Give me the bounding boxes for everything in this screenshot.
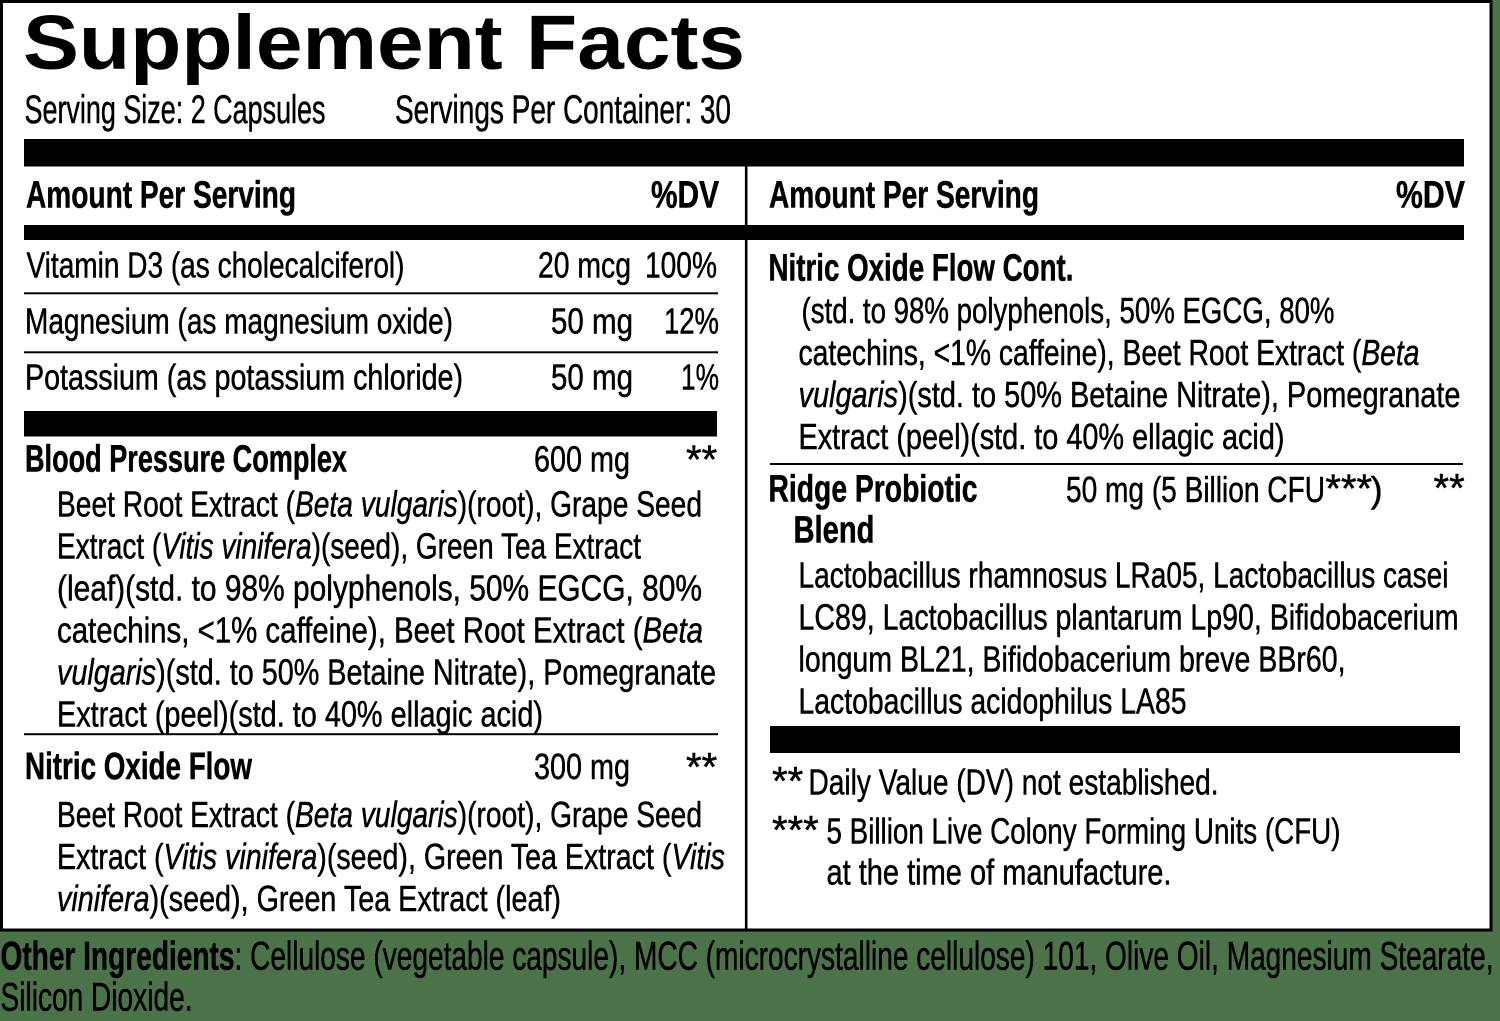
svg-text:**: ** [1434,467,1465,511]
svg-text:Extract (Vitis vinifera)(seed): Extract (Vitis vinifera)(seed), Green Te… [57,526,641,567]
svg-text:Lactobacillus rhamnosus LRa05,: Lactobacillus rhamnosus LRa05, Lactobaci… [799,555,1449,596]
svg-text:600 mg: 600 mg [534,438,630,479]
svg-text:Daily Value (DV) not establish: Daily Value (DV) not established. [809,762,1219,803]
svg-text:Potassium (as potassium chlori: Potassium (as potassium chloride) [25,357,463,398]
svg-text:**: ** [686,438,717,482]
svg-text:catechins, <1% caffeine), Beet: catechins, <1% caffeine), Beet Root Extr… [799,332,1420,373]
svg-text:Extract (peel)(std. to 40% ell: Extract (peel)(std. to 40% ellagic acid) [799,416,1285,457]
svg-text:Silicon Dioxide.: Silicon Dioxide. [1,976,193,1020]
svg-text:Beet Root Extract (Beta vulgar: Beet Root Extract (Beta vulgaris)(root),… [57,794,702,835]
svg-text:Ridge Probiotic: Ridge Probiotic [769,469,978,511]
svg-text:longum BL21, Bifidobacerium br: longum BL21, Bifidobacerium breve BBr60, [799,639,1346,680]
svg-text:(std. to 98% polyphenols, 50%: (std. to 98% polyphenols, 50% EGCG, 80% [802,290,1335,331]
svg-text:20 mcg: 20 mcg [538,244,631,285]
svg-text:Extract (Vitis vinifera)(seed): Extract (Vitis vinifera)(seed), Green Te… [57,836,725,877]
svg-text:(leaf)(std. to 98% polyphenols: (leaf)(std. to 98% polyphenols, 50% EGCG… [57,568,702,609]
svg-text:): ) [1371,469,1383,510]
svg-text:Nitric Oxide Flow Cont.: Nitric Oxide Flow Cont. [769,247,1074,289]
svg-text:**: ** [686,746,717,790]
svg-text:12%: 12% [664,300,719,341]
svg-text:vinifera)(seed), Green Tea Ext: vinifera)(seed), Green Tea Extract (leaf… [57,878,561,919]
svg-text:Amount Per Serving: Amount Per Serving [769,175,1039,217]
svg-text:Amount Per Serving: Amount Per Serving [26,175,296,217]
svg-text:Vitamin D3 (as cholecalciferol: Vitamin D3 (as cholecalciferol) [27,244,405,285]
svg-text:Beet Root Extract (Beta vulgar: Beet Root Extract (Beta vulgaris)(root),… [57,484,702,525]
svg-text:: Cellulose (vegetable capsule: : Cellulose (vegetable capsule), MCC (mi… [235,935,1494,979]
svg-text:Blend: Blend [794,510,875,552]
svg-text:Nitric Oxide Flow: Nitric Oxide Flow [25,746,252,788]
svg-text:300 mg: 300 mg [534,746,630,787]
svg-text:%DV: %DV [1396,175,1466,217]
svg-text:***: *** [1325,467,1372,511]
svg-text:Blood Pressure Complex: Blood Pressure Complex [25,438,347,480]
svg-text:***: *** [772,809,819,853]
svg-text:Magnesium (as magnesium oxide): Magnesium (as magnesium oxide) [25,300,453,341]
svg-text:Supplement Facts: Supplement Facts [23,0,745,86]
svg-text:vulgaris)(std. to 50% Betaine: vulgaris)(std. to 50% Betaine Nitrate), … [799,374,1461,415]
svg-text:catechins, <1% caffeine), Beet: catechins, <1% caffeine), Beet Root Extr… [57,610,703,651]
svg-text:Servings Per Container: 30: Servings Per Container: 30 [395,88,731,132]
svg-text:vulgaris)(std. to 50% Betaine: vulgaris)(std. to 50% Betaine Nitrate), … [57,652,716,693]
svg-text:50 mg: 50 mg [551,300,633,341]
svg-text:at the time of manufacture.: at the time of manufacture. [827,852,1172,893]
svg-text:LC89, Lactobacillus plantarum: LC89, Lactobacillus plantarum Lp90, Bifi… [799,597,1459,638]
svg-text:Other Ingredients: Other Ingredients [1,935,235,979]
svg-text:50 mg: 50 mg [551,357,633,398]
svg-text:100%: 100% [645,244,717,285]
svg-text:Extract (peel)(std. to 40% ell: Extract (peel)(std. to 40% ellagic acid) [57,694,543,735]
svg-text:50 mg (5 Billion CFU: 50 mg (5 Billion CFU [1066,469,1325,510]
svg-text:Lactobacillus acidophilus LA85: Lactobacillus acidophilus LA85 [799,681,1187,722]
svg-text:5 Billion Live Colony Forming: 5 Billion Live Colony Forming Units (CFU… [827,811,1341,852]
svg-text:**: ** [772,760,803,804]
svg-text:Serving Size: 2 Capsules: Serving Size: 2 Capsules [25,88,326,132]
svg-text:%DV: %DV [651,175,720,217]
svg-text:1%: 1% [681,357,719,398]
